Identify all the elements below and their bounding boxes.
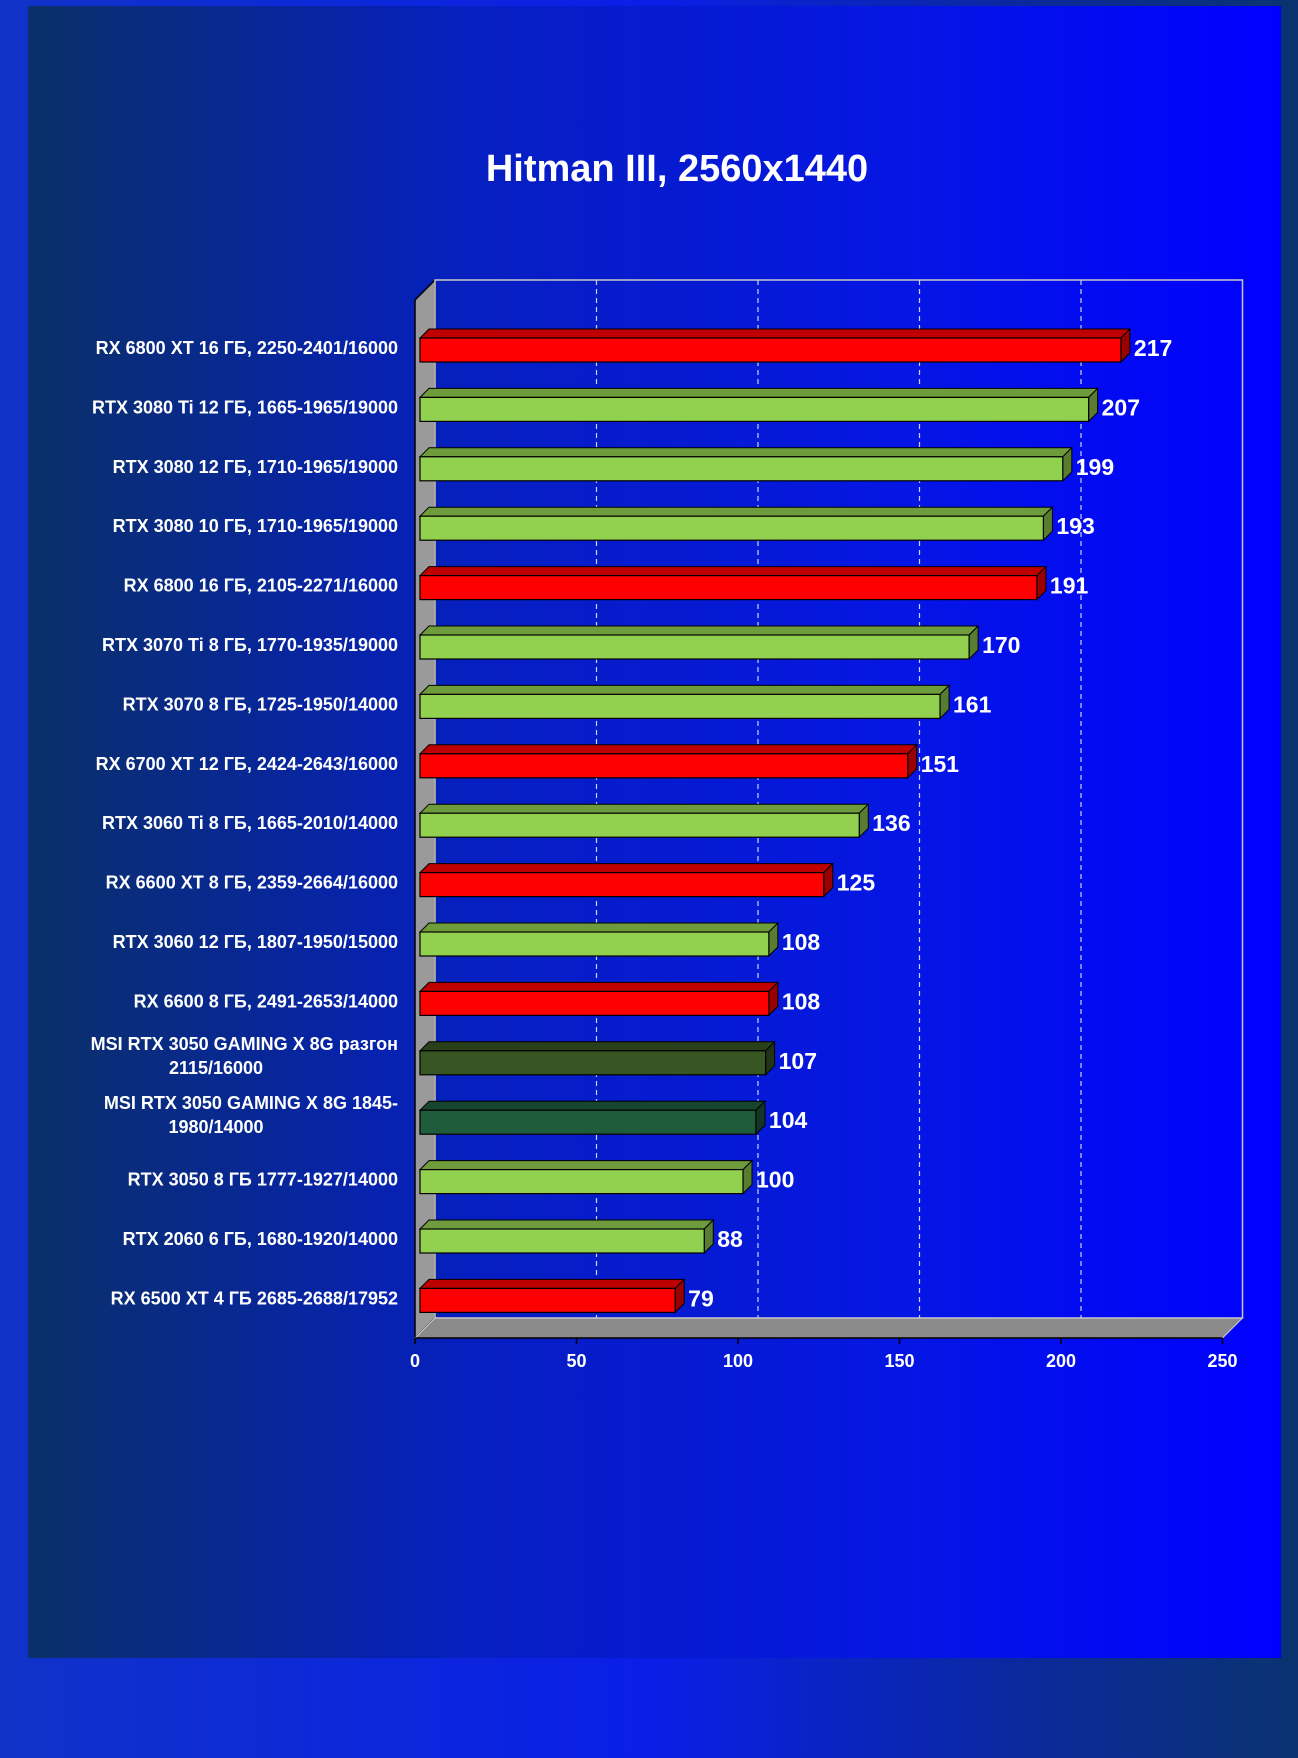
category-label: RX 6600 XT 8 ГБ, 2359-2664/16000 [106, 873, 398, 893]
category-label: RTX 3050 8 ГБ 1777-1927/14000 [128, 1170, 398, 1190]
category-label-line2: 1980/14000 [168, 1117, 263, 1137]
value-label: 136 [872, 810, 910, 836]
bar-group [418, 565, 1048, 601]
bar [419, 396, 1090, 422]
bar-group [418, 684, 951, 720]
bar-group [418, 743, 918, 780]
x-tick-label: 50 [566, 1351, 586, 1371]
bar [419, 931, 770, 957]
bar [419, 753, 909, 779]
category-label: RX 6600 8 ГБ, 2491-2653/14000 [134, 991, 398, 1011]
value-label: 193 [1056, 513, 1094, 539]
category-label: RX 6500 XT 4 ГБ 2685-2688/17952 [111, 1288, 398, 1308]
value-label: 191 [1050, 573, 1089, 599]
bar [419, 1228, 705, 1254]
bar-group [418, 921, 780, 958]
bar [419, 1287, 676, 1314]
value-label: 107 [779, 1048, 817, 1074]
bar-top [418, 863, 834, 874]
bar-top [418, 1219, 715, 1230]
category-label: RTX 3080 12 ГБ, 1710-1965/19000 [113, 457, 398, 477]
bar-top [418, 625, 980, 636]
category-label: RTX 3070 Ti 8 ГБ, 1770-1935/19000 [102, 635, 398, 655]
bar-group [418, 981, 780, 1017]
value-label: 125 [837, 870, 876, 896]
value-label: 207 [1102, 394, 1140, 420]
x-tick-label: 150 [884, 1351, 914, 1371]
value-label: 88 [717, 1226, 743, 1252]
bar-group [418, 327, 1132, 364]
bar [419, 1109, 757, 1135]
value-label: 161 [953, 691, 992, 717]
value-label: 100 [756, 1167, 794, 1193]
bar [419, 812, 860, 838]
bar-group [418, 862, 834, 898]
bar-top [418, 922, 780, 933]
bar [419, 634, 970, 660]
bar-top [418, 566, 1048, 577]
bar-top [418, 684, 951, 695]
bar [419, 990, 770, 1017]
value-label: 199 [1076, 454, 1114, 480]
value-label: 170 [982, 632, 1020, 658]
bar-top [418, 803, 870, 814]
bar [419, 574, 1038, 601]
bar [419, 1168, 744, 1195]
x-tick-label: 250 [1207, 1351, 1237, 1371]
category-label: RX 6800 16 ГБ, 2105-2271/16000 [124, 576, 398, 596]
value-label: 217 [1134, 335, 1172, 361]
value-label: 104 [769, 1107, 808, 1133]
category-label: MSI RTX 3050 GAMING X 8G 1845- [104, 1093, 398, 1113]
category-label: RTX 3080 Ti 12 ГБ, 1665-1965/19000 [92, 397, 398, 417]
bar [419, 515, 1044, 541]
bar-top [418, 1041, 776, 1052]
category-label: RTX 3060 Ti 8 ГБ, 1665-2010/14000 [102, 813, 398, 833]
bar-top [418, 1278, 686, 1289]
bar-group [418, 1040, 776, 1077]
bar-top [418, 1160, 754, 1171]
bar-top [418, 981, 780, 992]
category-label: MSI RTX 3050 GAMING X 8G разгон [91, 1034, 398, 1054]
value-label: 151 [921, 751, 960, 777]
bar-top [418, 1100, 767, 1111]
bar-group [418, 1218, 715, 1255]
x-tick-label: 100 [723, 1351, 753, 1371]
category-label: RTX 3070 8 ГБ, 1725-1950/14000 [123, 694, 398, 714]
category-label: RTX 3080 10 ГБ, 1710-1965/19000 [113, 516, 398, 536]
bar [419, 693, 941, 720]
bar-top [418, 506, 1054, 517]
bar-group [418, 387, 1099, 423]
category-label: RX 6700 XT 12 ГБ, 2424-2643/16000 [96, 754, 398, 774]
bar [419, 871, 825, 898]
bar-group [418, 1099, 767, 1136]
category-label-line2: 2115/16000 [169, 1058, 263, 1078]
x-tick-label: 200 [1046, 1351, 1076, 1371]
bar-group [418, 446, 1073, 483]
bar [419, 456, 1064, 482]
value-label: 108 [782, 988, 821, 1014]
category-label: RX 6800 XT 16 ГБ, 2250-2401/16000 [96, 338, 398, 358]
bar-group [418, 802, 870, 839]
bar-top [418, 328, 1132, 339]
bar-top [418, 447, 1073, 458]
bar-group [418, 1278, 686, 1314]
bar-group [418, 1159, 754, 1195]
bar [419, 337, 1122, 363]
bar [419, 1050, 767, 1076]
bar-top [418, 387, 1099, 398]
floor [413, 1317, 1244, 1339]
chart-title: Hitman III, 2560x1440 [486, 148, 868, 190]
value-label: 108 [782, 929, 821, 955]
bar-group [418, 505, 1054, 542]
bar-group [418, 624, 980, 661]
value-label: 79 [688, 1285, 714, 1311]
bar-top [418, 744, 918, 755]
category-label: RTX 3060 12 ГБ, 1807-1950/15000 [113, 932, 398, 952]
x-tick-label: 0 [410, 1351, 420, 1371]
category-label: RTX 2060 6 ГБ, 1680-1920/14000 [123, 1229, 398, 1249]
plot-frame [434, 279, 1244, 1319]
